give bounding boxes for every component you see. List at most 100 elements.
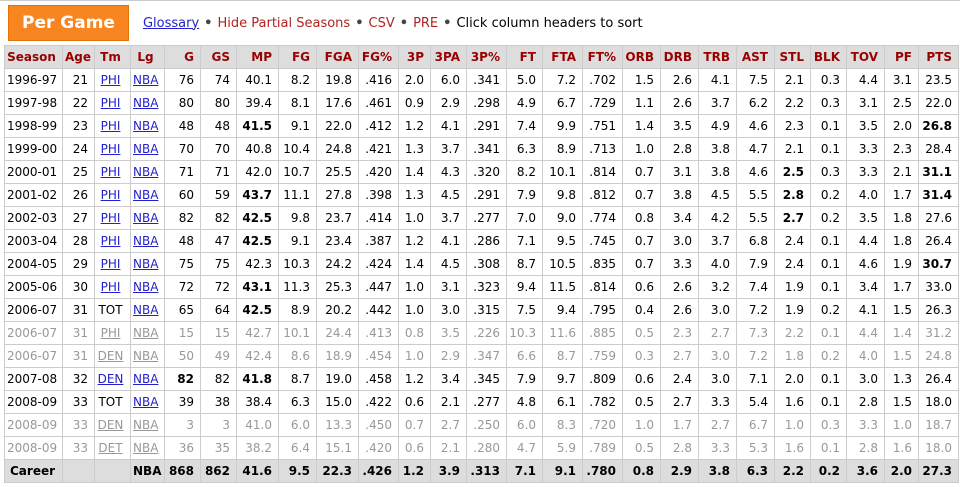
team-link[interactable]: PHI — [100, 257, 121, 271]
team-link[interactable]: PHI — [100, 119, 121, 133]
csv-link[interactable]: CSV — [368, 15, 395, 31]
column-header-3ppct[interactable]: 3P% — [466, 45, 507, 69]
league-cell[interactable]: NBA — [130, 436, 165, 460]
league-link[interactable]: NBA — [133, 211, 159, 225]
league-link[interactable]: NBA — [133, 73, 159, 87]
team-link[interactable]: DEN — [97, 349, 124, 363]
column-header-age[interactable]: Age — [62, 45, 95, 69]
league-cell[interactable]: NBA — [130, 367, 165, 391]
team-link[interactable]: DEN — [97, 372, 124, 386]
league-cell[interactable]: NBA — [130, 229, 165, 253]
team-cell[interactable]: PHI — [94, 68, 131, 92]
team-cell[interactable]: PHI — [94, 114, 131, 138]
team-cell[interactable]: DEN — [94, 367, 131, 391]
glossary-link[interactable]: Glossary — [142, 15, 200, 31]
column-header-tm[interactable]: Tm — [94, 45, 131, 69]
column-header-tov[interactable]: TOV — [846, 45, 885, 69]
team-cell[interactable]: PHI — [94, 275, 131, 299]
league-link[interactable]: NBA — [133, 165, 159, 179]
column-header-mp[interactable]: MP — [236, 45, 279, 69]
team-cell[interactable]: DET — [94, 436, 131, 460]
column-header-blk[interactable]: BLK — [810, 45, 847, 69]
column-header-g[interactable]: G — [164, 45, 201, 69]
league-link[interactable]: NBA — [133, 96, 159, 110]
column-header-3pa[interactable]: 3PA — [430, 45, 467, 69]
stat-cell-fgpct: .412 — [358, 114, 399, 138]
team-link[interactable]: PHI — [100, 142, 121, 156]
team-cell[interactable]: DEN — [94, 413, 131, 437]
column-header-fgpct[interactable]: FG% — [358, 45, 399, 69]
league-cell[interactable]: NBA — [130, 206, 165, 230]
team-link[interactable]: DET — [98, 441, 123, 455]
stat-cell-gs: 71 — [200, 160, 237, 184]
league-link[interactable]: NBA — [133, 234, 159, 248]
team-cell[interactable]: PHI — [94, 183, 131, 207]
team-link[interactable]: DEN — [97, 418, 124, 432]
league-cell[interactable]: NBA — [130, 183, 165, 207]
league-cell[interactable]: NBA — [130, 137, 165, 161]
league-link[interactable]: NBA — [133, 280, 159, 294]
league-cell[interactable]: NBA — [130, 114, 165, 138]
pre-link[interactable]: PRE — [413, 15, 439, 31]
team-cell[interactable]: PHI — [94, 229, 131, 253]
league-link[interactable]: NBA — [133, 303, 159, 317]
league-link[interactable]: NBA — [133, 441, 159, 455]
league-cell[interactable]: NBA — [130, 252, 165, 276]
hide-partial-seasons-link[interactable]: Hide Partial Seasons — [217, 15, 351, 31]
league-link[interactable]: NBA — [133, 188, 159, 202]
team-cell[interactable]: PHI — [94, 137, 131, 161]
team-link[interactable]: PHI — [100, 234, 121, 248]
team-link[interactable]: PHI — [100, 73, 121, 87]
column-header-ft[interactable]: FT — [506, 45, 543, 69]
league-link[interactable]: NBA — [133, 326, 159, 340]
team-link[interactable]: PHI — [100, 326, 121, 340]
column-header-pts[interactable]: PTS — [918, 45, 959, 69]
league-link[interactable]: NBA — [133, 418, 159, 432]
column-header-fg[interactable]: FG — [278, 45, 317, 69]
column-header-3p[interactable]: 3P — [398, 45, 431, 69]
column-header-trb[interactable]: TRB — [698, 45, 737, 69]
league-cell[interactable]: NBA — [130, 160, 165, 184]
team-cell[interactable]: DEN — [94, 344, 131, 368]
league-link[interactable]: NBA — [133, 395, 159, 409]
league-cell[interactable]: NBA — [130, 275, 165, 299]
column-header-fga[interactable]: FGA — [316, 45, 359, 69]
column-header-ast[interactable]: AST — [736, 45, 775, 69]
team-link[interactable]: PHI — [100, 165, 121, 179]
team-cell[interactable]: PHI — [94, 160, 131, 184]
team-cell[interactable]: PHI — [94, 321, 131, 345]
team-link[interactable]: PHI — [100, 188, 121, 202]
column-header-ftpct[interactable]: FT% — [582, 45, 623, 69]
column-header-pf[interactable]: PF — [884, 45, 919, 69]
league-link[interactable]: NBA — [133, 142, 159, 156]
team-link[interactable]: PHI — [100, 211, 121, 225]
team-cell[interactable]: PHI — [94, 206, 131, 230]
stat-cell-ast: 4.6 — [736, 114, 775, 138]
league-link[interactable]: NBA — [133, 372, 159, 386]
column-header-season[interactable]: Season — [4, 45, 63, 69]
league-cell[interactable]: NBA — [130, 344, 165, 368]
league-cell[interactable]: NBA — [130, 91, 165, 115]
table-toolbar: Per Game Glossary • Hide Partial Seasons • C… — [0, 1, 960, 45]
team-link[interactable]: PHI — [100, 96, 121, 110]
league-link[interactable]: NBA — [133, 349, 159, 363]
stat-cell-pf: 2.3 — [884, 137, 919, 161]
column-header-drb[interactable]: DRB — [660, 45, 699, 69]
league-link[interactable]: NBA — [133, 257, 159, 271]
league-cell[interactable]: NBA — [130, 298, 165, 322]
column-header-fta[interactable]: FTA — [542, 45, 583, 69]
column-header-lg[interactable]: Lg — [130, 45, 165, 69]
column-header-stl[interactable]: STL — [774, 45, 811, 69]
league-cell[interactable]: NBA — [130, 321, 165, 345]
league-cell[interactable]: NBA — [130, 68, 165, 92]
league-cell[interactable]: NBA — [130, 413, 165, 437]
league-link[interactable]: NBA — [133, 119, 159, 133]
column-header-orb[interactable]: ORB — [622, 45, 661, 69]
team-cell[interactable]: PHI — [94, 91, 131, 115]
stat-cell-drb: 2.7 — [660, 390, 699, 414]
column-header-gs[interactable]: GS — [200, 45, 237, 69]
team-link[interactable]: PHI — [100, 280, 121, 294]
season-cell: 1997-98 — [4, 91, 63, 115]
league-cell[interactable]: NBA — [130, 390, 165, 414]
team-cell[interactable]: PHI — [94, 252, 131, 276]
